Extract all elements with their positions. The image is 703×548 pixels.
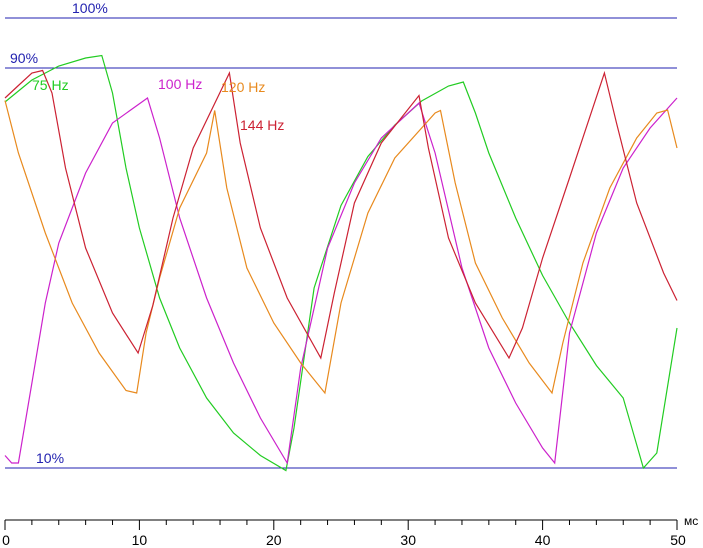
x-tick-label: 30 (400, 532, 416, 548)
series-label-75-hz: 75 Hz (32, 77, 69, 93)
series-layer: 75 Hz 100 Hz 120 Hz 144 Hz (4, 54, 678, 472)
x-axis: 0 10 20 30 40 50 (2, 519, 686, 548)
reference-label-10: 10% (36, 450, 64, 466)
x-tick-label: 50 (670, 532, 686, 548)
reference-label-90: 90% (10, 50, 38, 66)
x-axis-unit-label: мс (684, 514, 698, 528)
series-label-100-hz: 100 Hz (158, 76, 202, 92)
series-line-144-hz (4, 69, 678, 360)
series-line-120-hz (4, 100, 678, 395)
series-label-144-hz: 144 Hz (240, 117, 284, 133)
reference-lines: 100% 90% 10% (5, 0, 677, 469)
series-label-120-hz: 120 Hz (221, 79, 265, 95)
reference-label-100: 100% (72, 0, 108, 16)
x-tick-label: 20 (266, 532, 282, 548)
x-tick-label: 10 (132, 532, 148, 548)
x-tick-label: 0 (2, 532, 10, 548)
series-line-100-hz (4, 97, 678, 465)
x-tick-label: 40 (535, 532, 551, 548)
